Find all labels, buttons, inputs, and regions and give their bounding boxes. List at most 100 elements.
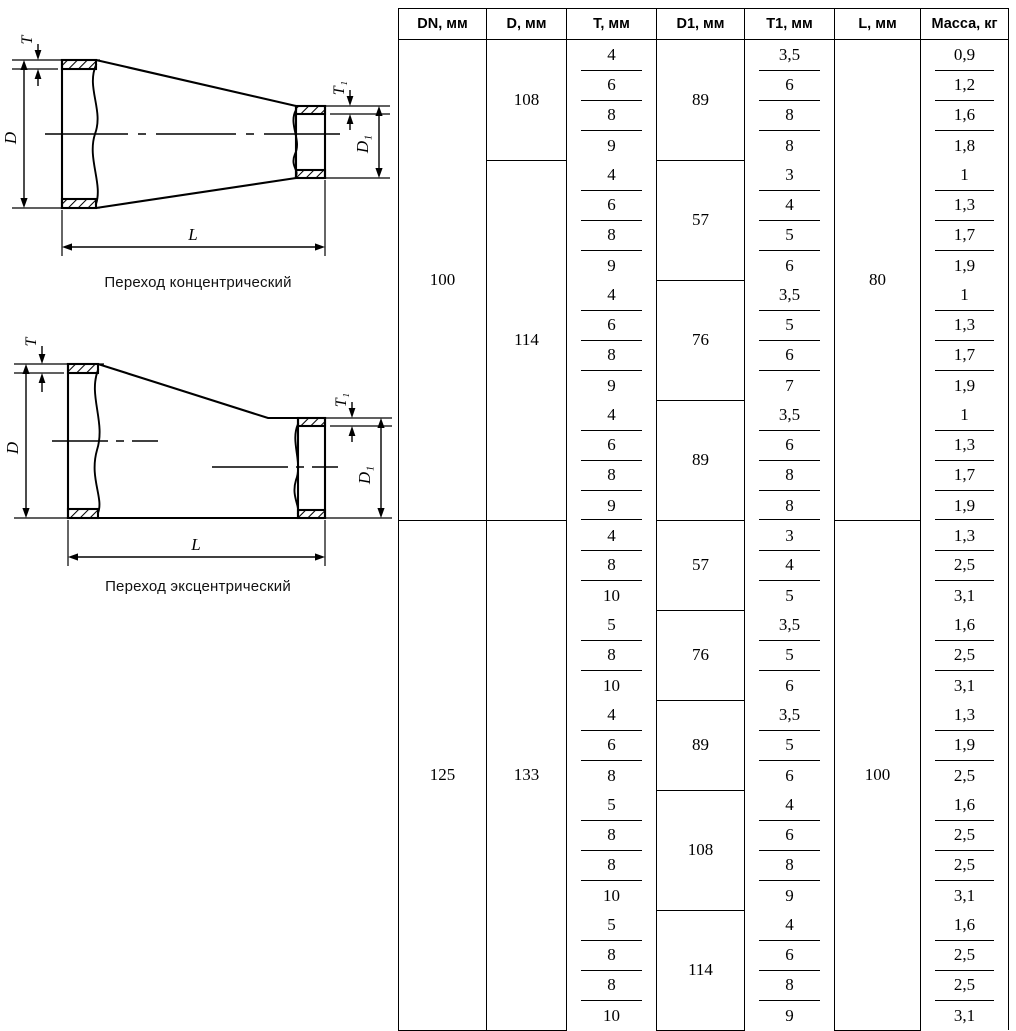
table-row: 6 6 1,2 <box>399 70 1009 101</box>
cell-t: 9 <box>566 130 657 160</box>
cell-t1: 5 <box>744 310 835 341</box>
cell-t: 5 <box>566 610 657 641</box>
cell-t: 6 <box>566 730 657 761</box>
table-row: 9 8 1,9 <box>399 490 1009 520</box>
dimension-D1 <box>375 106 383 178</box>
cell-d1: 108 <box>656 789 745 911</box>
cell-mass: 1,3 <box>920 430 1009 461</box>
cell-t1: 5 <box>744 220 835 251</box>
table-row: 114 4 57 3 1 <box>399 159 1009 521</box>
cell-t1: 6 <box>744 760 835 790</box>
cell-t: 8 <box>566 970 657 1001</box>
dimension-D <box>22 364 30 518</box>
cell-mass: 1,6 <box>920 910 1009 941</box>
table-row: 4 89 3,5 1 <box>399 399 1009 521</box>
cell-t1: 9 <box>744 1000 835 1030</box>
cell-mass: 1,9 <box>920 370 1009 400</box>
cell-t: 8 <box>566 100 657 131</box>
table-row: 8 5 1,7 <box>399 220 1009 251</box>
cell-t: 6 <box>566 430 657 461</box>
cell-t1: 3,5 <box>744 39 835 71</box>
dimension-T1 <box>346 90 354 130</box>
cell-t: 8 <box>566 640 657 671</box>
cell-mass: 1,2 <box>920 70 1009 101</box>
cell-t: 10 <box>566 580 657 610</box>
cell-mass: 1,3 <box>920 310 1009 341</box>
cell-t1: 9 <box>744 880 835 910</box>
cell-mass: 1,9 <box>920 250 1009 280</box>
cell-t1: 8 <box>744 100 835 131</box>
cell-mass: 1,3 <box>920 190 1009 221</box>
cell-t1: 6 <box>744 670 835 700</box>
cell-t1: 6 <box>744 820 835 851</box>
cell-t1: 8 <box>744 970 835 1001</box>
cell-t1: 3,5 <box>744 700 835 731</box>
cell-t1: 6 <box>744 430 835 461</box>
column-header-t: T, мм <box>566 8 657 40</box>
cell-t1: 5 <box>744 640 835 671</box>
cell-t1: 8 <box>744 460 835 491</box>
cell-t1: 6 <box>744 940 835 971</box>
table-row: 8 4 2,5 <box>399 550 1009 581</box>
cell-t: 4 <box>566 280 657 311</box>
table-header: DN, мм D, мм T, мм D1, мм T1, мм L, мм Масса, … <box>398 8 1009 40</box>
cell-t: 8 <box>566 220 657 251</box>
table-row: 9 8 1,8 <box>399 130 1009 160</box>
cell-l: 80 <box>834 39 921 521</box>
dimension-D1 <box>377 418 385 518</box>
label-T1: T₁ <box>333 393 350 407</box>
cell-mass: 1,3 <box>920 519 1009 551</box>
spec-table: DN, мм D, мм T, мм D1, мм T1, мм L, мм Масса, … <box>398 8 1009 1031</box>
cell-t: 8 <box>566 550 657 581</box>
cell-mass: 3,1 <box>920 880 1009 910</box>
concentric-reducer-drawing: D T D₁ T₁ L <box>1 34 390 256</box>
label-T: T <box>23 336 40 346</box>
cell-mass: 2,5 <box>920 820 1009 851</box>
cell-d1: 89 <box>656 699 745 791</box>
table-body: 100 108 4 89 3,5 80 0,9 6 6 1,2 8 8 1,6 9 8 1,8 114 4 57 3 1… <box>398 39 1009 1031</box>
cell-mass: 0,9 <box>920 39 1009 71</box>
table-row: 6 6 1,3 <box>399 430 1009 461</box>
label-L: L <box>190 535 200 554</box>
cell-t: 8 <box>566 850 657 881</box>
cell-t: 5 <box>566 910 657 941</box>
dimension-T <box>38 346 46 392</box>
cell-d1: 76 <box>656 609 745 701</box>
cell-t1: 6 <box>744 70 835 101</box>
cell-t1: 4 <box>744 550 835 581</box>
center-line <box>52 440 338 468</box>
cell-t: 10 <box>566 880 657 910</box>
table-row: 6 5 1,3 <box>399 310 1009 341</box>
table-row: 8 8 1,7 <box>399 460 1009 491</box>
table-row: 9 6 1,9 <box>399 250 1009 280</box>
label-D1: D₁ <box>355 466 374 485</box>
cell-t1: 5 <box>744 730 835 761</box>
table-header-row: DN, мм D, мм T, мм D1, мм T1, мм L, мм Масса, … <box>398 8 1009 40</box>
dimension-L <box>62 243 325 251</box>
label-D: D <box>1 131 20 145</box>
table-row: 6 4 1,3 <box>399 190 1009 221</box>
column-header-d1: D1, мм <box>656 8 745 40</box>
figure-caption-concentric: Переход концентрический <box>104 274 292 291</box>
table-row: 10 5 3,1 <box>399 580 1009 610</box>
cell-t: 8 <box>566 460 657 491</box>
cell-mass: 2,5 <box>920 970 1009 1001</box>
table-row: 4 76 3,5 1 <box>399 279 1009 401</box>
cell-mass: 1 <box>920 160 1009 191</box>
cell-t1: 3 <box>744 519 835 551</box>
cell-t: 4 <box>566 519 657 551</box>
cell-t: 4 <box>566 160 657 191</box>
cell-mass: 2,5 <box>920 640 1009 671</box>
table-row: 9 7 1,9 <box>399 370 1009 400</box>
cell-t: 8 <box>566 940 657 971</box>
dimension-T <box>34 44 42 86</box>
cell-d1: 57 <box>656 519 745 611</box>
cell-mass: 2,5 <box>920 550 1009 581</box>
cell-mass: 1 <box>920 280 1009 311</box>
cell-t: 10 <box>566 670 657 700</box>
cell-t: 4 <box>566 700 657 731</box>
cell-t: 5 <box>566 790 657 821</box>
label-T1: T₁ <box>331 81 348 95</box>
cell-t1: 3 <box>744 160 835 191</box>
column-header-d: D, мм <box>486 8 567 40</box>
